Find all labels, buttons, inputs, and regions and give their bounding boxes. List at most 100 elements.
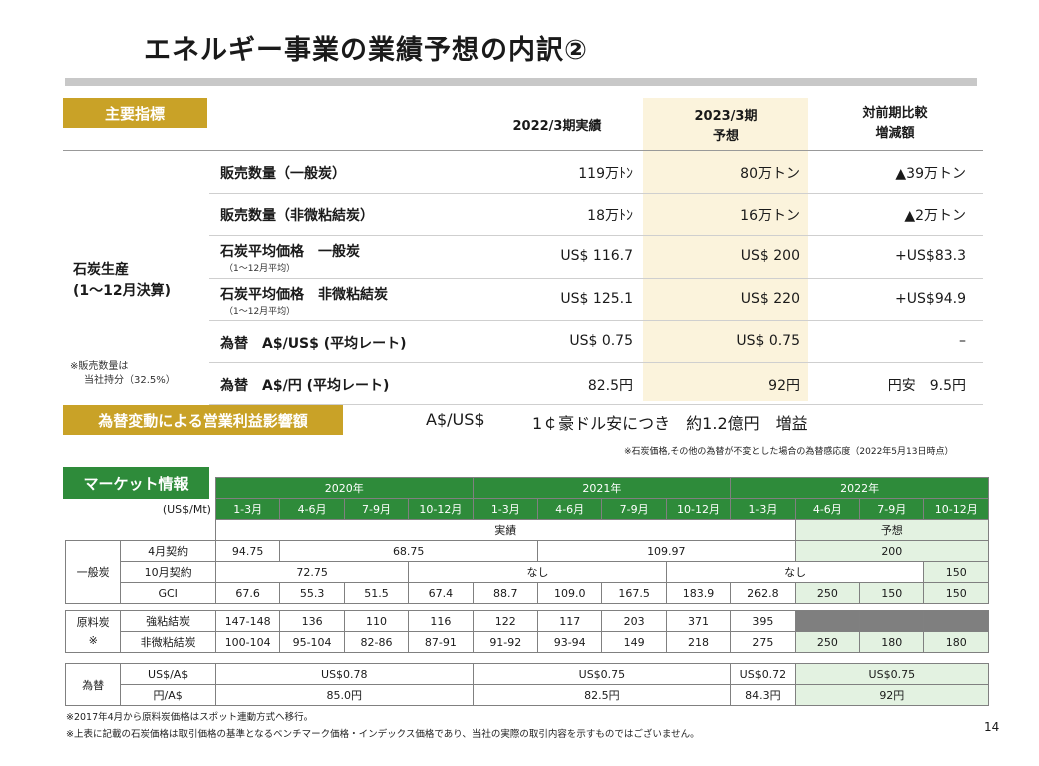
cell-value: 262.8 <box>730 582 796 604</box>
cell-value: 122 <box>472 610 539 632</box>
col-header-forecast: 2023/3期 予想 <box>694 109 758 144</box>
year-header: 2021年 <box>472 477 732 499</box>
cell-value: 88.7 <box>472 582 539 604</box>
quarter-header: 1-3月 <box>472 498 539 520</box>
cell-value: 93-94 <box>536 631 603 653</box>
row-label: 為替 A$/円 (平均レート) <box>220 378 390 394</box>
fx-label: 為替 <box>64 663 122 706</box>
fx-impact-pair: A$/US$ <box>426 410 485 429</box>
cell-value: 82.5円 <box>472 684 732 706</box>
forecast-value: 92円 <box>768 378 800 394</box>
row-label: 販売数量（一般炭） <box>220 166 346 182</box>
actual-value: US$ 125.1 <box>560 291 633 307</box>
cell-value: 218 <box>665 631 732 653</box>
empty-cell <box>794 610 861 632</box>
actual-value: US$ 0.75 <box>569 333 633 349</box>
cell-value: 82-86 <box>343 631 410 653</box>
cell-value: 136 <box>279 610 345 632</box>
cell-value: 94.75 <box>214 540 281 562</box>
row-label: US$/A$ <box>120 663 216 685</box>
divider <box>209 320 983 321</box>
actual-value: US$ 116.7 <box>560 248 633 264</box>
cell-value: 275 <box>730 631 796 653</box>
cell-value: US$0.78 <box>214 663 474 685</box>
cell-value: 180 <box>859 631 925 653</box>
cell-value: 183.9 <box>665 582 732 604</box>
cell-value: 110 <box>343 610 410 632</box>
page-number: 14 <box>984 720 1000 734</box>
col-header-diff: 対前期比較 増減額 <box>862 106 928 141</box>
cell-value: 116 <box>408 610 474 632</box>
cell-value: 200 <box>794 540 990 562</box>
cell-value: 67.4 <box>408 582 474 604</box>
quarter-header: 4-6月 <box>279 498 345 520</box>
thermal-coal-label: 一般炭 <box>64 540 122 604</box>
divider <box>209 193 983 194</box>
footnote: ※上表に記載の石炭価格は取引価格の基準となるベンチマーク価格・インデックス価格で… <box>66 729 700 740</box>
cell-value: 51.5 <box>343 582 410 604</box>
cell-value: 149 <box>601 631 667 653</box>
fx-impact-label: 為替変動による営業利益影響額 <box>63 405 343 435</box>
quarter-header: 1-3月 <box>214 498 281 520</box>
cell-value: 67.6 <box>214 582 281 604</box>
diff-value: – <box>959 333 966 349</box>
actual-value: 82.5円 <box>587 378 633 394</box>
cell-value: 147-148 <box>214 610 281 632</box>
forecast-value: US$ 0.75 <box>736 333 800 349</box>
row-label: 石炭平均価格 非微粘結炭 <box>220 287 388 303</box>
row-label: 販売数量（非微粘結炭） <box>220 208 374 224</box>
row-label: 10月契約 <box>120 561 216 583</box>
page-title: エネルギー事業の業績予想の内訳② <box>144 35 588 66</box>
forecast-value: 16万トン <box>740 208 800 224</box>
quarter-header: 10-12月 <box>665 498 732 520</box>
cell-value: 167.5 <box>601 582 667 604</box>
quarter-header: 7-9月 <box>343 498 410 520</box>
row-label: 非微粘結炭 <box>120 631 216 653</box>
quarter-header: 4-6月 <box>794 498 861 520</box>
empty-cell <box>923 610 989 632</box>
diff-value: ▲2万トン <box>904 208 966 224</box>
unit-label: (US$/Mt) <box>162 502 211 516</box>
coking-coal-label: 原料炭 ※ <box>64 610 122 653</box>
row-label: 強粘結炭 <box>120 610 216 632</box>
row-label: 為替 A$/US$ (平均レート) <box>220 336 407 352</box>
diff-value: 円安 9.5円 <box>887 378 966 394</box>
sales-volume-note: ※販売数量は 当社持分（32.5%） <box>70 361 176 386</box>
cell-value: 95-104 <box>279 631 345 653</box>
cell-value: 91-92 <box>472 631 539 653</box>
group-label-coal-production: 石炭生産 (1〜12月決算) <box>73 262 172 299</box>
col-header-actual: 2022/3期実績 <box>512 119 602 134</box>
diff-value: ▲39万トン <box>895 166 966 182</box>
cell-value: 180 <box>923 631 989 653</box>
cell-value: 395 <box>730 610 796 632</box>
row-sublabel: （1〜12月平均） <box>224 307 296 317</box>
section-label-market: マーケット情報 <box>63 467 209 499</box>
cell-value: 150 <box>923 561 989 583</box>
year-header: 2022年 <box>730 477 989 499</box>
divider <box>209 235 983 236</box>
section-label-kpi: 主要指標 <box>63 98 207 128</box>
cell-value: 100-104 <box>214 631 281 653</box>
cell-value: 72.75 <box>214 561 410 583</box>
diff-value: +US$94.9 <box>895 291 966 307</box>
actual-label: 実績 <box>214 519 796 541</box>
diff-value: +US$83.3 <box>895 248 966 264</box>
cell-value: なし <box>408 561 667 583</box>
forecast-value: 80万トン <box>740 166 800 182</box>
forecast-label: 予想 <box>794 519 990 541</box>
quarter-header: 1-3月 <box>730 498 796 520</box>
cell-value: US$0.72 <box>730 663 796 685</box>
forecast-column-highlight <box>643 98 808 401</box>
actual-value: 18万ﾄﾝ <box>587 208 633 224</box>
cell-value: 109.97 <box>537 540 796 562</box>
cell-value: 84.3円 <box>730 684 796 706</box>
row-label: 円/A$ <box>120 684 216 706</box>
cell-value: 68.75 <box>279 540 538 562</box>
quarter-header: 10-12月 <box>408 498 474 520</box>
row-sublabel: （1〜12月平均） <box>224 264 296 274</box>
cell-value: なし <box>665 561 925 583</box>
cell-value: 150 <box>923 582 989 604</box>
divider <box>63 150 983 151</box>
cell-value: 117 <box>536 610 603 632</box>
cell-value: 92円 <box>794 684 990 706</box>
